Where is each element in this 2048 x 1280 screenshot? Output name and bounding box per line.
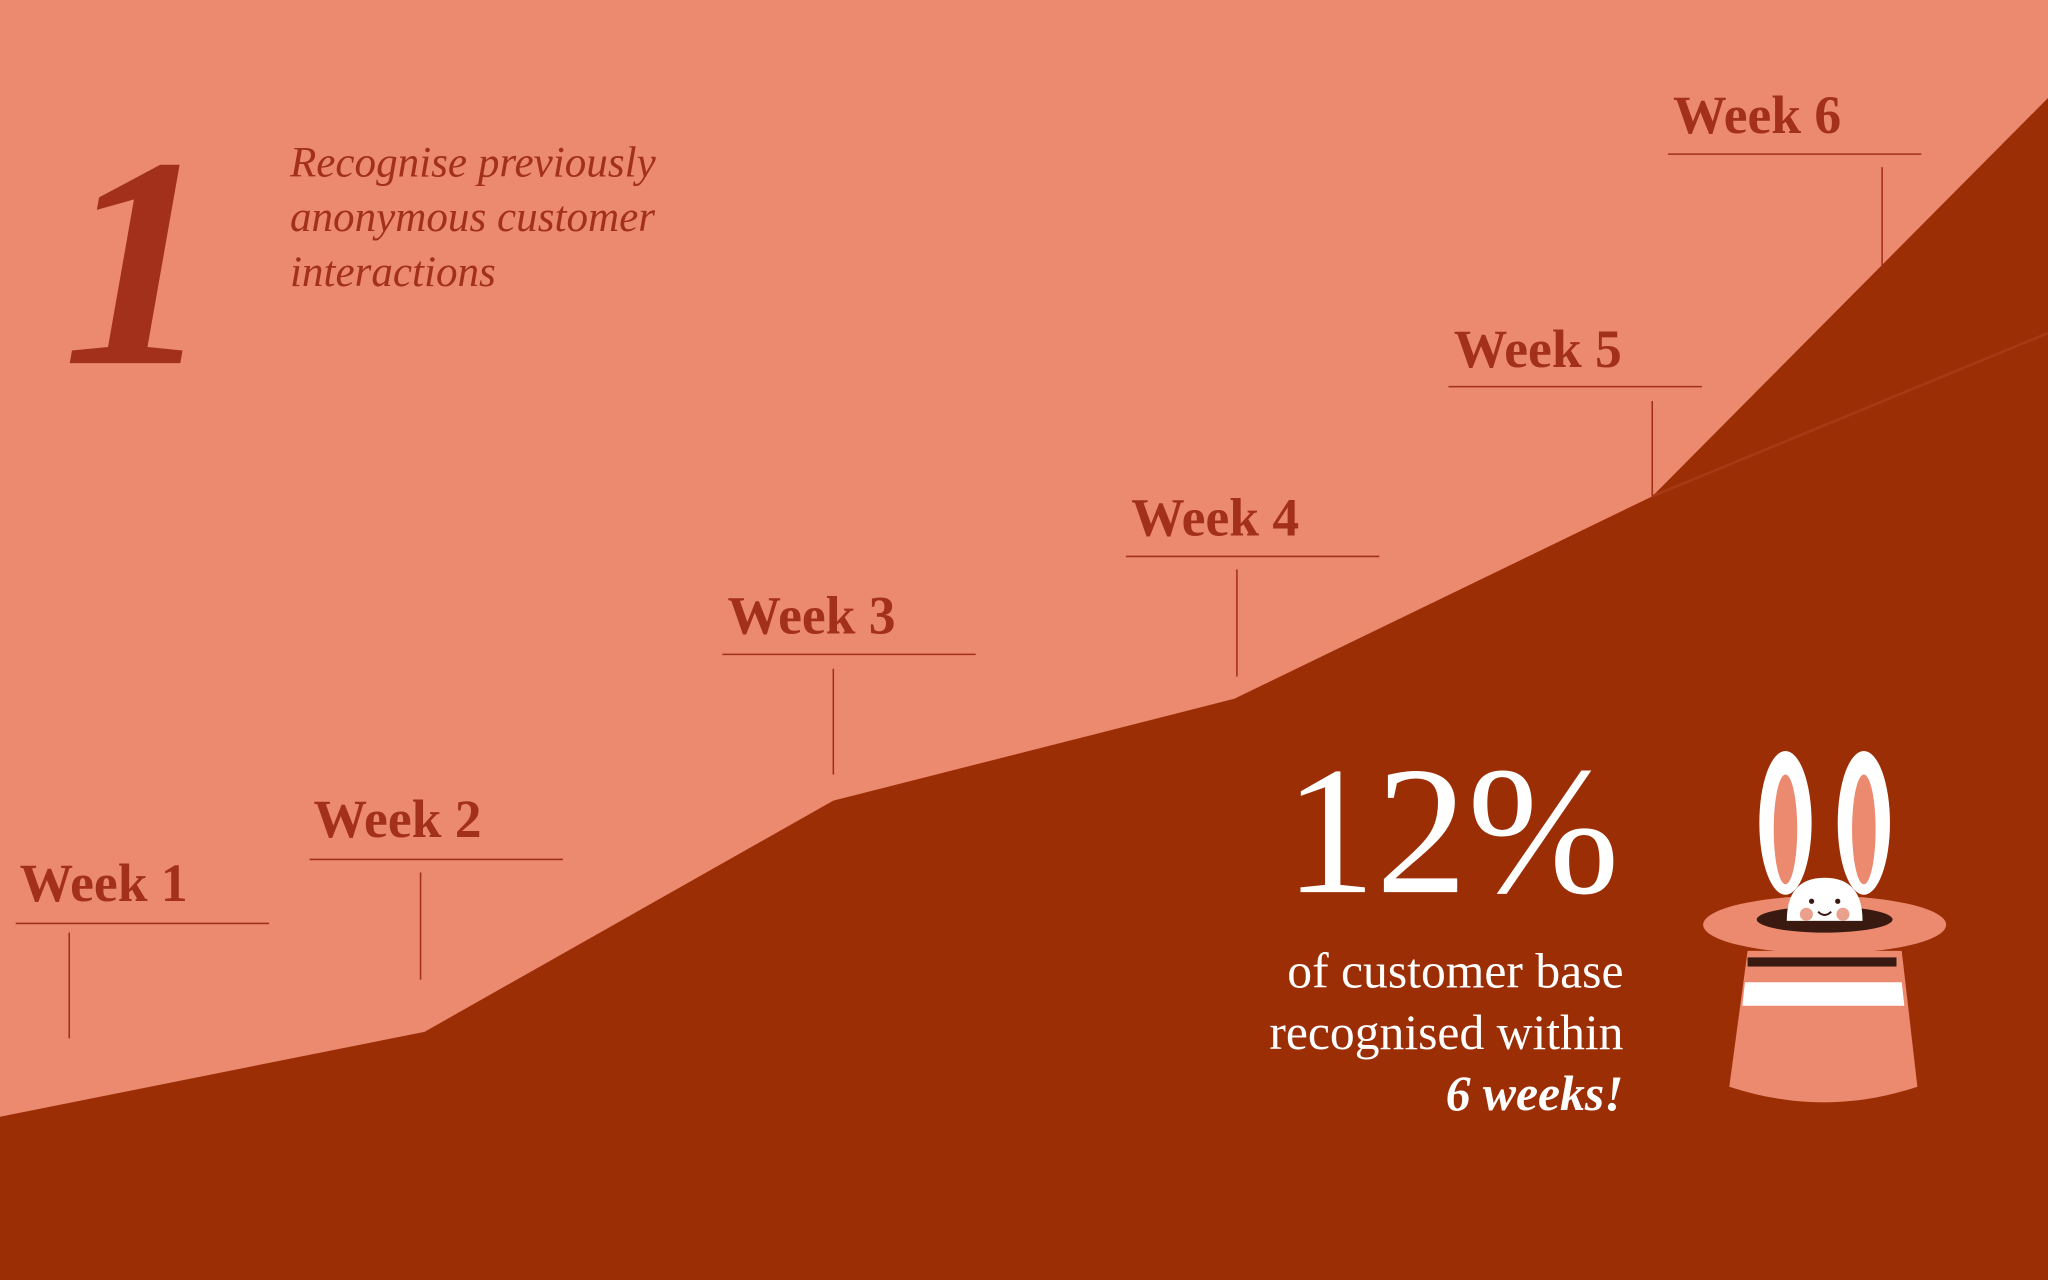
step-description: anonymous customer (290, 194, 655, 241)
week-label: Week 2 (313, 789, 481, 849)
week-markers: Week 1 Week 2 Week 3 Week 4 Week 5 Week 6 (15, 85, 1922, 1039)
week-label: Week 6 (1673, 85, 1841, 145)
step-description: Recognise previously (289, 139, 657, 186)
stat-value: 12% (1284, 729, 1619, 932)
step-number: 1 (63, 95, 213, 428)
stat-caption: recognised within (1269, 1005, 1623, 1060)
week-label: Week 4 (1131, 488, 1299, 548)
stat-emphasis: 6 weeks! (1446, 1066, 1624, 1121)
stat-caption: of customer base (1287, 943, 1623, 998)
week-label: Week 3 (728, 585, 896, 645)
week-label: Week 5 (1454, 319, 1622, 379)
rabbit-hat-icon (1703, 751, 1947, 1103)
faint-line (1651, 331, 2048, 498)
growth-area (0, 97, 2048, 1280)
step-description: interactions (290, 249, 496, 296)
week-label: Week 1 (20, 853, 188, 913)
